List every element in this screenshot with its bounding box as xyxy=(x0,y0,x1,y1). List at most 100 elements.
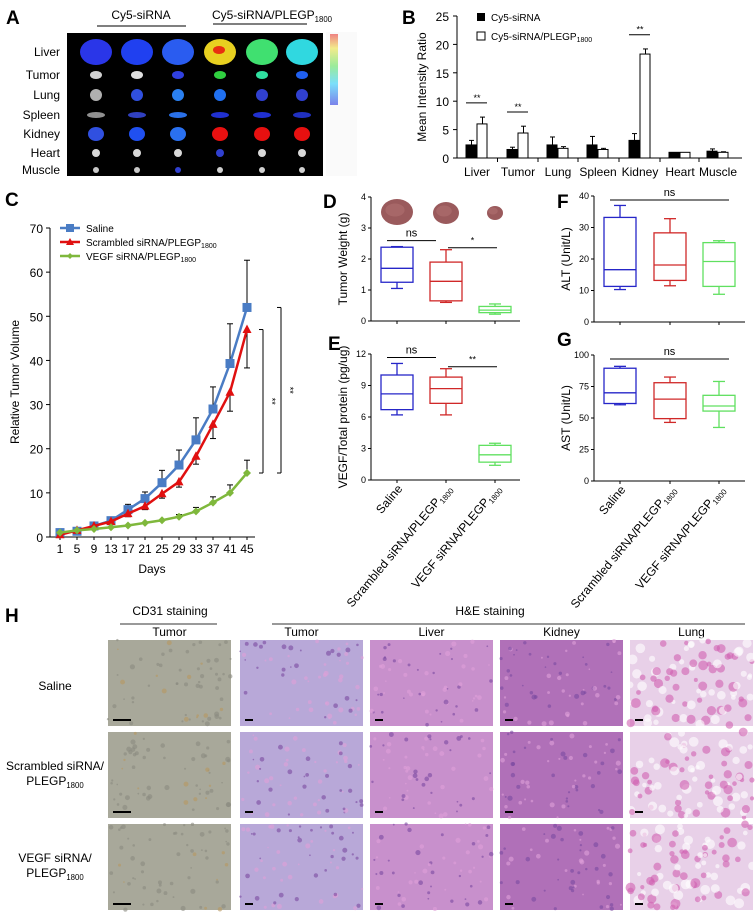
bar-tumor-1 xyxy=(517,132,529,159)
tissue-texture xyxy=(205,856,209,860)
panel-label-D: D xyxy=(323,192,337,213)
tissue-texture xyxy=(513,653,515,656)
tissue-texture xyxy=(692,776,698,782)
tissue-texture xyxy=(463,653,468,658)
organ-signal xyxy=(258,149,266,157)
series-line-1 xyxy=(59,329,249,537)
tissue-texture xyxy=(488,664,490,666)
box-iqr xyxy=(702,241,736,288)
tissue-texture xyxy=(550,737,554,741)
box-iqr xyxy=(429,376,463,405)
tissue-texture xyxy=(571,784,576,789)
tissue-texture xyxy=(241,652,247,658)
tissue-texture xyxy=(397,658,403,664)
tissue-texture xyxy=(579,838,582,841)
tissue-texture xyxy=(470,639,475,644)
tissue-texture xyxy=(307,700,312,705)
tissue-texture xyxy=(632,669,642,679)
tissue-texture xyxy=(186,843,189,847)
tissue-texture xyxy=(600,761,605,766)
tissue-texture xyxy=(288,829,292,833)
tissue-texture xyxy=(671,713,680,723)
tissue-texture xyxy=(593,842,599,848)
tissue-texture xyxy=(735,856,741,863)
tissue-texture xyxy=(664,732,672,741)
tissue-texture xyxy=(342,807,346,811)
x-tick-label: Saline xyxy=(373,482,405,517)
tissue-texture xyxy=(603,751,607,755)
tissue-texture xyxy=(592,686,598,691)
data-point-diamond xyxy=(226,488,234,497)
tissue-texture xyxy=(204,906,208,910)
tissue-texture xyxy=(630,767,639,775)
organ-signal xyxy=(162,39,194,65)
x-tick-label-sub: 1800 xyxy=(487,486,505,506)
tissue-texture xyxy=(610,671,613,674)
tissue-texture xyxy=(443,812,448,817)
tissue-texture xyxy=(742,638,752,648)
tissue-texture xyxy=(344,695,350,701)
tissue-texture xyxy=(106,718,110,721)
tissue-texture xyxy=(215,880,219,884)
tissue-texture xyxy=(369,708,374,714)
y-tick-label: 0 xyxy=(584,476,589,486)
tissue-texture xyxy=(744,761,753,770)
tissue-texture xyxy=(713,644,720,652)
tissue-texture xyxy=(472,697,476,700)
tissue-texture xyxy=(254,867,259,872)
tissue-texture xyxy=(388,796,391,799)
tissue-texture xyxy=(408,880,413,885)
tissue-texture xyxy=(195,741,201,747)
tissue-texture xyxy=(338,835,344,841)
tissue-texture xyxy=(506,732,510,736)
tissue-texture xyxy=(287,813,291,816)
tissue-texture xyxy=(224,862,229,867)
tissue-texture xyxy=(297,836,300,839)
tissue-texture xyxy=(297,837,303,843)
tissue-texture xyxy=(667,810,674,817)
tissue-texture xyxy=(582,893,584,896)
y-tick-label: 20 xyxy=(30,443,44,457)
tissue-texture xyxy=(407,827,412,833)
tissue-texture xyxy=(654,824,665,835)
row-label: Saline xyxy=(38,679,72,693)
tissue-texture xyxy=(536,745,541,750)
tissue-texture xyxy=(276,828,281,833)
tissue-texture xyxy=(160,743,165,748)
tissue-texture xyxy=(118,828,121,831)
tissue-texture xyxy=(526,785,531,789)
tissue-texture xyxy=(720,747,731,757)
tissue-texture xyxy=(687,641,695,649)
tissue-texture xyxy=(123,752,127,756)
tissue-texture xyxy=(208,830,212,834)
organ-signal xyxy=(174,149,182,157)
tissue-texture xyxy=(354,713,358,717)
tissue-texture xyxy=(338,751,343,756)
legend-label: Saline xyxy=(86,224,114,235)
tissue-texture xyxy=(697,852,704,858)
tissue-texture xyxy=(214,657,219,663)
tissue-texture xyxy=(439,751,445,757)
tissue-texture xyxy=(111,779,114,782)
tissue-texture xyxy=(244,641,249,646)
tissue-texture xyxy=(499,656,503,661)
box-2 xyxy=(702,380,736,429)
group-label: Cy5-siRNA xyxy=(111,8,170,22)
histology-image xyxy=(239,639,364,726)
tissue-texture xyxy=(425,722,429,727)
tissue-texture xyxy=(732,756,740,765)
organ-signal xyxy=(90,89,102,101)
tissue-texture xyxy=(307,680,310,683)
tissue-texture xyxy=(641,771,650,780)
tissue-texture xyxy=(572,886,575,889)
tissue-texture xyxy=(414,872,416,874)
tissue-texture xyxy=(506,669,511,673)
organ-label: Lung xyxy=(33,88,60,102)
tissue-texture xyxy=(747,744,753,750)
data-point-triangle xyxy=(242,324,252,334)
tissue-texture xyxy=(643,718,653,728)
tissue-texture xyxy=(172,896,175,898)
tissue-texture xyxy=(158,883,162,887)
tissue-texture xyxy=(118,863,122,867)
tissue-texture xyxy=(590,783,596,789)
